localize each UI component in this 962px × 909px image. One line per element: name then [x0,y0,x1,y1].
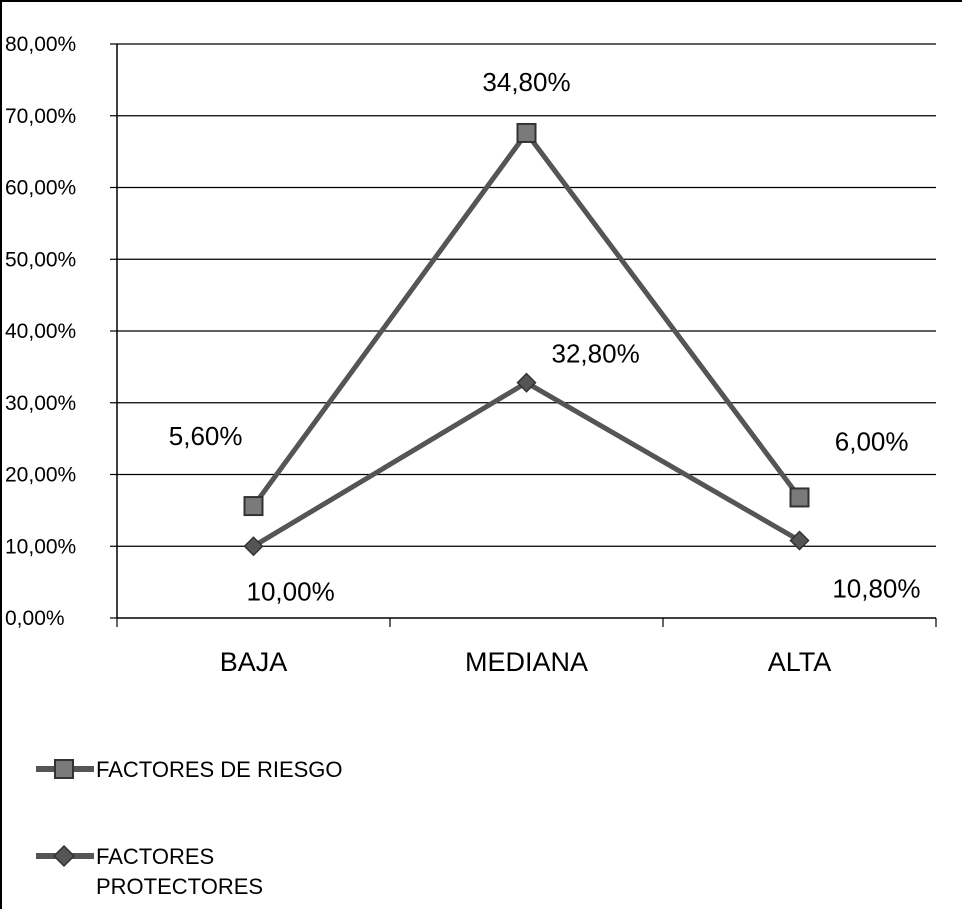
y-axis-ticks: 0,00% 10,00% 20,00% 30,00% 40,00% 50,00% 60,00… [5,33,117,630]
square-marker [243,496,264,517]
series-factores-protectores [243,372,810,557]
y-tick-label: 50,00% [5,248,76,271]
data-label: 6,00% [835,426,909,456]
x-axis-ticks: BAJA MEDIANA ALTA [116,618,937,677]
y-tick-label: 0,00% [5,607,65,630]
data-label: 32,80% [552,339,640,369]
square-marker [789,487,810,508]
legend-diamond-marker-icon [52,844,76,868]
legend-label-protectores-line2: PROTECTORES [96,874,263,899]
square-marker [516,122,537,143]
series-factores-de-riesgo [243,122,810,517]
diamond-marker [516,372,537,393]
legend-item-protectores: FACTORES PROTECTORES [36,844,263,899]
x-tick-label: ALTA [768,647,832,677]
series-line [252,379,801,549]
gridlines [117,43,936,547]
data-label: 5,60% [169,421,243,451]
y-tick-label: 10,00% [5,535,76,558]
legend-label-riesgo: FACTORES DE RIESGO [96,757,343,782]
y-tick-label: 20,00% [5,464,76,487]
x-tick-label: BAJA [220,647,288,677]
data-label: 10,00% [247,576,335,606]
legend-label-protectores-line1: FACTORES [96,844,214,869]
diamond-marker [243,536,264,557]
series-line [251,128,802,508]
y-tick-label: 60,00% [5,177,76,200]
x-tick-label: MEDIANA [465,647,588,677]
diamond-marker [789,530,810,551]
y-tick-label: 80,00% [5,33,76,56]
data-label: 10,80% [832,574,920,604]
legend-square-marker-icon [54,759,74,779]
data-label: 34,80% [482,67,570,97]
y-tick-label: 40,00% [5,320,76,343]
legend: FACTORES DE RIESGO FACTORES PROTECTORES [36,757,343,899]
legend-item-riesgo: FACTORES DE RIESGO [36,757,343,782]
data-labels: 5,60% 34,80% 6,00% 10,00% 32,80% 10,80% [169,67,921,606]
y-tick-label: 70,00% [5,105,76,128]
y-tick-label: 30,00% [5,392,76,415]
